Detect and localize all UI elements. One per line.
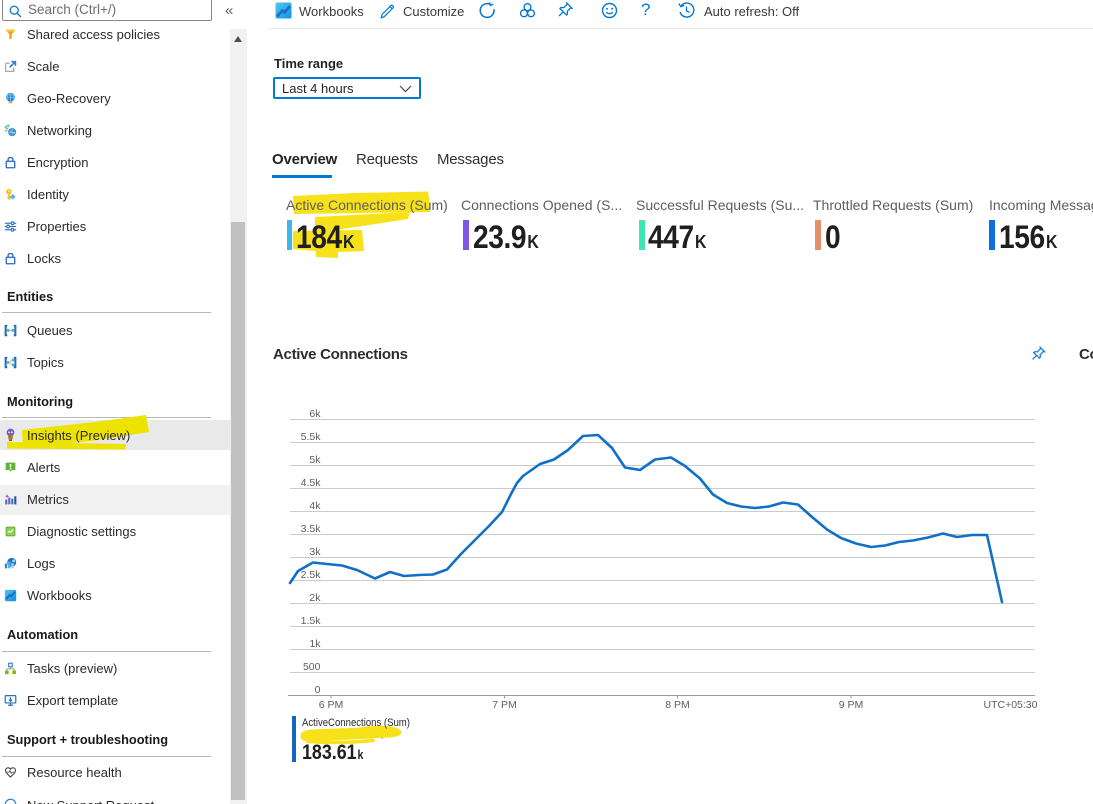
svg-text:1.5k: 1.5k	[301, 615, 322, 627]
svg-text:UTC+05:30: UTC+05:30	[984, 699, 1038, 711]
svg-text:6 PM: 6 PM	[319, 699, 344, 711]
svg-text:0: 0	[315, 684, 321, 696]
svg-text:4.5k: 4.5k	[301, 477, 322, 489]
svg-text:500: 500	[303, 661, 321, 673]
svg-text:5k: 5k	[309, 454, 321, 466]
svg-text:9 PM: 9 PM	[839, 699, 864, 711]
svg-text:2.5k: 2.5k	[301, 569, 322, 581]
svg-text:5.5k: 5.5k	[301, 431, 322, 443]
svg-text:7 PM: 7 PM	[492, 699, 517, 711]
svg-text:3.5k: 3.5k	[301, 523, 322, 535]
svg-text:2k: 2k	[309, 592, 321, 604]
svg-text:3k: 3k	[309, 546, 321, 558]
svg-text:1k: 1k	[309, 638, 321, 650]
svg-text:8 PM: 8 PM	[665, 699, 690, 711]
svg-text:4k: 4k	[309, 500, 321, 512]
svg-text:6k: 6k	[309, 408, 321, 420]
